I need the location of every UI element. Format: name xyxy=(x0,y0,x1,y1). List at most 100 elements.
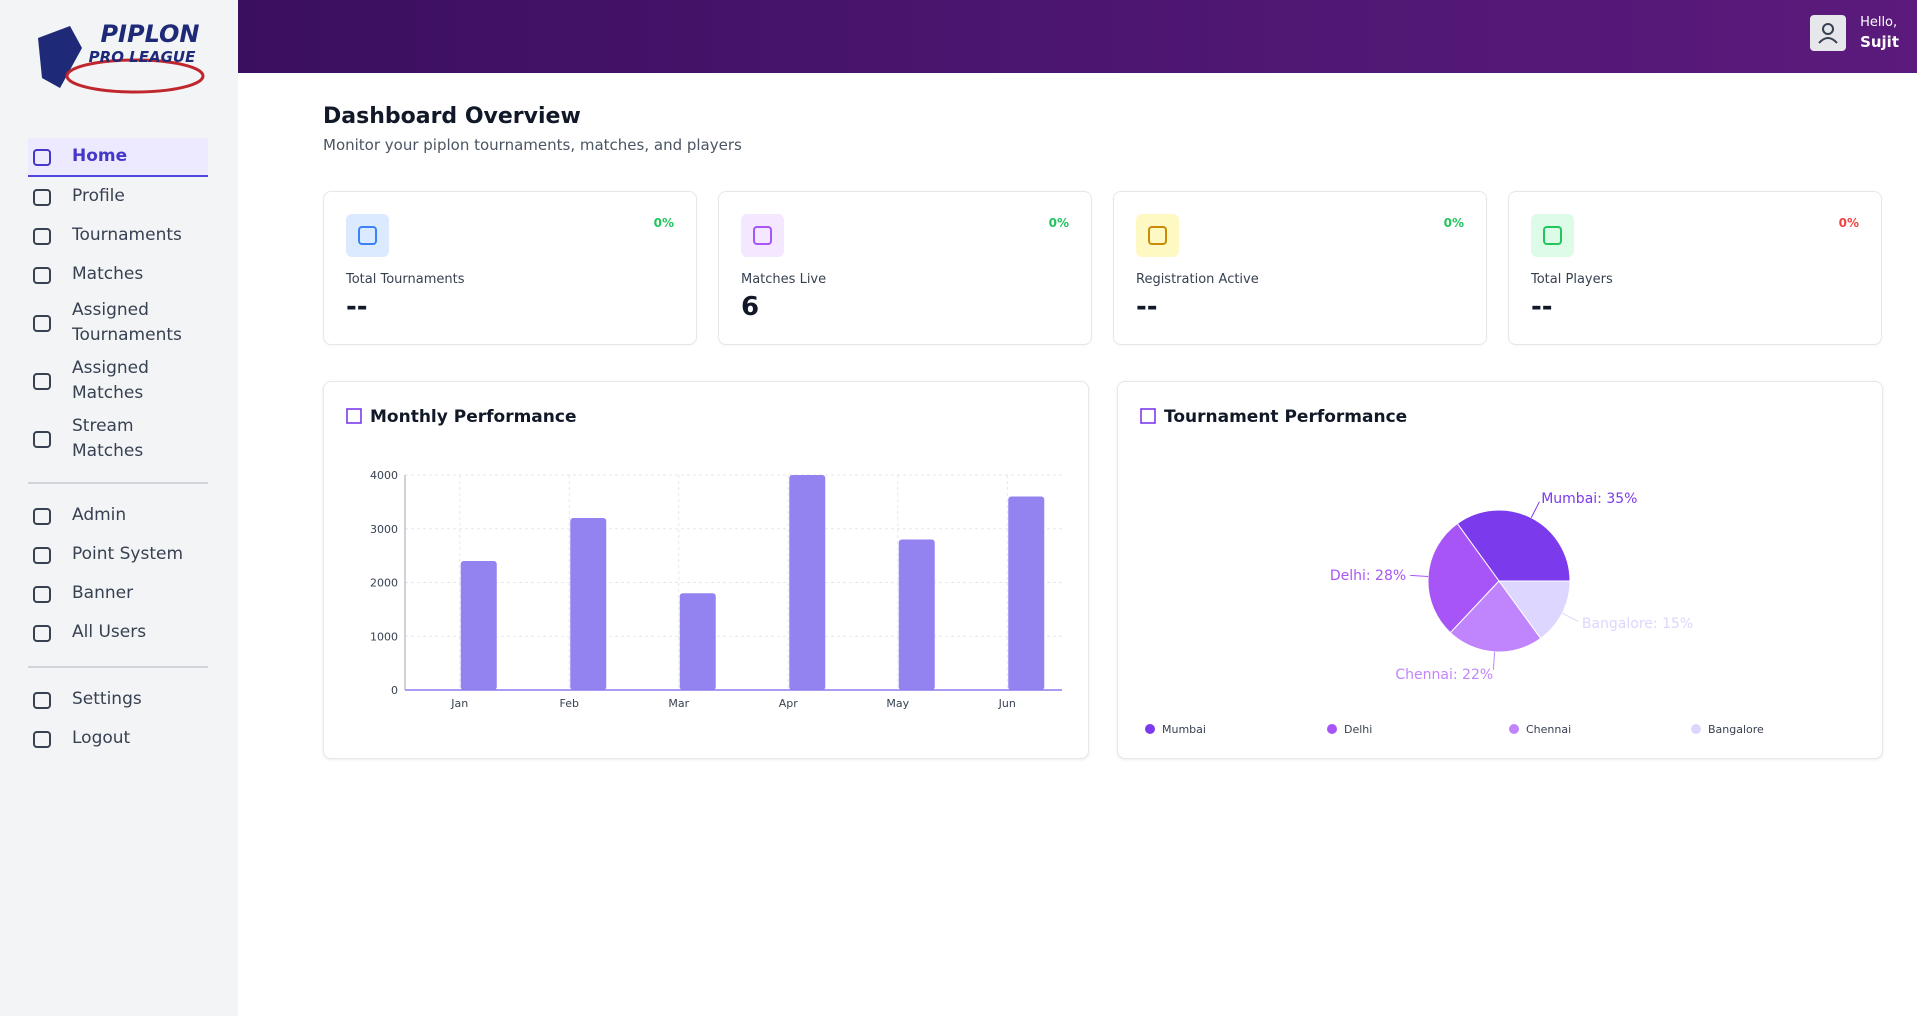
card-icon-glyph xyxy=(1148,226,1167,245)
pie-slice xyxy=(1456,509,1571,582)
y-tick-label: 2000 xyxy=(370,577,398,590)
card-icon-glyph xyxy=(1543,226,1562,245)
logo-figure xyxy=(38,26,82,88)
nav-icon xyxy=(33,546,51,564)
logo: PIPLON PRO LEAGUE xyxy=(38,20,205,94)
nav-item[interactable]: Tournaments xyxy=(28,216,208,255)
nav-icon xyxy=(33,373,51,390)
x-tick-label: Mar xyxy=(668,697,689,710)
card-icon-glyph xyxy=(753,226,772,245)
stat-card: 0% Registration Active -- xyxy=(1113,191,1487,345)
nav-icon xyxy=(33,730,51,748)
card-icon xyxy=(1136,214,1179,257)
title-icon xyxy=(346,408,362,424)
nav-icon xyxy=(33,227,51,245)
nav-item[interactable]: Point System xyxy=(28,535,208,574)
nav-icon xyxy=(33,148,51,166)
stat-card: 0% Total Players -- xyxy=(1508,191,1882,345)
legend-swatch xyxy=(1145,724,1155,734)
nav-label: All Users xyxy=(72,622,147,642)
card-change: 0% xyxy=(1443,216,1464,230)
nav-item[interactable]: Settings xyxy=(28,680,208,719)
pie-label: Chennai: 22% xyxy=(1395,667,1493,683)
chart-title: Tournament Performance xyxy=(1164,407,1407,427)
bar xyxy=(789,475,826,690)
sidebar: PIPLON PRO LEAGUE Home Profile Tournaments… xyxy=(0,0,238,1016)
nav-item[interactable]: All Users xyxy=(28,613,208,652)
pie-label: Delhi: 28% xyxy=(1330,568,1406,584)
label-line xyxy=(1530,501,1540,518)
title-icon xyxy=(1140,408,1156,424)
page-subtitle: Monitor your piplon tournaments, matches… xyxy=(323,136,742,154)
pie-label: Bangalore: 15% xyxy=(1582,616,1693,632)
legend-swatch xyxy=(1509,724,1519,734)
chart: Tournament Performance Mumbai: 35% Mumbai D… xyxy=(1140,407,1764,736)
legend-label: Bangalore xyxy=(1708,723,1764,736)
nav-item[interactable]: Banner xyxy=(28,574,208,613)
bar xyxy=(570,518,607,690)
nav-label: Profile xyxy=(72,186,125,206)
nav-label: Settings xyxy=(72,689,142,709)
nav-item[interactable]: Logout xyxy=(28,719,208,758)
card-icon-glyph xyxy=(358,226,377,245)
logo-title: PIPLON xyxy=(100,20,199,48)
y-tick-label: 4000 xyxy=(370,469,398,482)
user-name: Sujit xyxy=(1860,33,1899,51)
nav-label: Assigned Tournaments xyxy=(72,300,182,345)
legend-label: Chennai xyxy=(1526,723,1571,736)
y-tick-label: 3000 xyxy=(370,523,398,536)
label-line xyxy=(1492,651,1496,670)
nav-label: Assigned Matches xyxy=(72,358,149,403)
nav-label: Matches xyxy=(72,264,144,284)
legend-swatch xyxy=(1327,724,1337,734)
nav-item[interactable]: Profile xyxy=(28,177,208,216)
nav-item[interactable]: Matches xyxy=(28,255,208,294)
y-tick-label: 0 xyxy=(391,684,398,697)
nav-label: Logout xyxy=(72,728,131,748)
nav-item[interactable]: Admin xyxy=(28,496,208,535)
card-value: 6 xyxy=(741,292,760,322)
bar xyxy=(679,593,716,690)
nav-icon xyxy=(33,585,51,603)
chart-title: Monthly Performance xyxy=(370,407,576,427)
nav-label: Banner xyxy=(72,583,134,603)
chart: Monthly Performance 0 1000 2000 3000 4000 Jan F… xyxy=(346,407,1062,710)
nav-icon xyxy=(33,266,51,284)
label-line xyxy=(1562,612,1579,622)
bar xyxy=(1008,496,1045,690)
card-label: Total Players xyxy=(1531,272,1613,287)
card-icon xyxy=(346,214,389,257)
legend-label: Delhi xyxy=(1344,723,1372,736)
nav-icon xyxy=(33,431,51,448)
chart-panel: Tournament Performance Mumbai: 35% Mumbai D… xyxy=(1117,381,1883,759)
card-value: -- xyxy=(1136,292,1158,322)
nav-separator xyxy=(28,482,208,484)
nav-item[interactable]: Stream Matches xyxy=(28,410,208,468)
x-tick-label: Jan xyxy=(450,697,468,710)
nav-icon xyxy=(33,507,51,525)
nav-icon xyxy=(33,188,51,206)
x-tick-label: Apr xyxy=(779,697,799,710)
x-tick-label: May xyxy=(886,697,909,710)
nav-item[interactable]: Home xyxy=(28,138,208,177)
card-change: 0% xyxy=(653,216,674,230)
page-title: Dashboard Overview xyxy=(323,104,581,129)
x-tick-label: Jun xyxy=(998,697,1016,710)
nav-item[interactable]: Assigned Tournaments xyxy=(28,294,208,352)
greeting: Hello, xyxy=(1860,15,1898,30)
stat-card: 0% Total Tournaments -- xyxy=(323,191,697,345)
user-menu[interactable]: Hello, Sujit xyxy=(1810,14,1899,52)
card-label: Registration Active xyxy=(1136,272,1259,287)
nav-icon xyxy=(33,691,51,709)
pie-slice xyxy=(1498,580,1571,640)
y-tick-label: 1000 xyxy=(370,630,398,643)
x-tick-label: Feb xyxy=(560,697,579,710)
bar xyxy=(460,561,497,690)
nav-item[interactable]: Assigned Matches xyxy=(28,352,208,410)
card-label: Total Tournaments xyxy=(346,272,465,287)
header: Hello, Sujit xyxy=(238,0,1917,73)
nav-label: Point System xyxy=(72,544,184,564)
card-value: -- xyxy=(1531,292,1553,322)
nav-icon xyxy=(33,624,51,642)
